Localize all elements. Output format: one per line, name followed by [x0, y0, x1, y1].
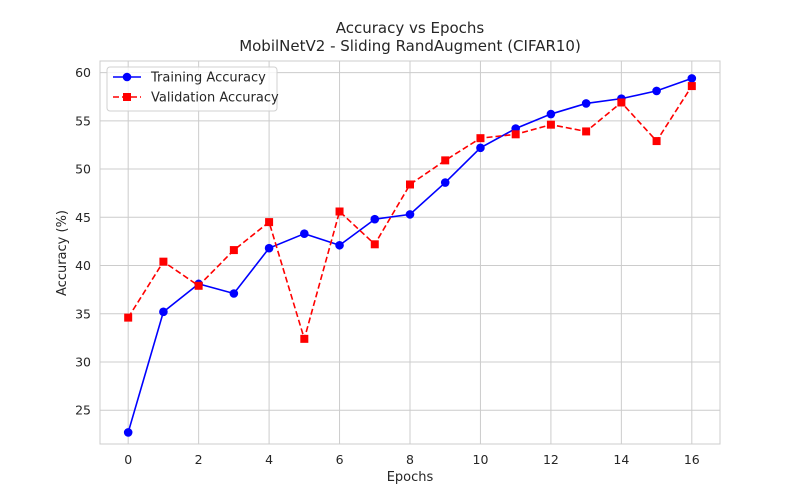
y-tick-label: 25 [75, 403, 91, 418]
data-point [511, 130, 520, 139]
data-point [123, 428, 133, 437]
x-tick-label: 10 [473, 452, 489, 467]
data-point [264, 243, 274, 253]
x-tick-label: 6 [336, 452, 344, 467]
x-tick-label: 4 [265, 452, 273, 467]
data-point [582, 127, 591, 136]
data-point [476, 143, 485, 153]
legend-box [106, 66, 278, 112]
y-tick-label: 60 [75, 65, 91, 80]
data-point [300, 334, 309, 343]
data-point [440, 178, 450, 187]
data-point [441, 156, 450, 165]
data-point [370, 214, 380, 224]
data-point [687, 82, 696, 91]
grid-lines [100, 61, 720, 444]
data-point [546, 120, 555, 129]
data-point [652, 86, 661, 96]
y-tick-label: 35 [75, 306, 91, 321]
data-point [300, 229, 309, 238]
y-tick-label: 55 [75, 113, 91, 128]
data-point [229, 289, 239, 298]
data-point [159, 307, 168, 317]
x-tick-label: 8 [406, 452, 414, 467]
data-point [159, 257, 168, 266]
chart-subtitle: MobilNetV2 - Sliding RandAugment (CIFAR1… [239, 37, 581, 55]
data-point [406, 180, 414, 189]
data-point [265, 218, 274, 227]
legend: Training Accuracy Validation Accuracy [106, 66, 279, 112]
legend-entry: Validation Accuracy [113, 91, 279, 106]
data-point [546, 109, 556, 119]
data-point [194, 281, 203, 290]
data-point [335, 207, 344, 216]
y-tick-label: 40 [75, 258, 91, 273]
chart-title: Accuracy vs Epochs [336, 19, 485, 37]
y-axis-label: Accuracy (%) [55, 210, 70, 296]
legend-entry: Training Accuracy [113, 71, 266, 86]
x-tick-labels: 0 2 4 6 8 10 12 14 16 [124, 452, 700, 467]
x-tick-label: 2 [195, 452, 203, 467]
x-tick-label: 12 [543, 452, 559, 467]
legend-label: Training Accuracy [150, 71, 266, 86]
data-point [687, 74, 697, 83]
legend-marker [122, 72, 132, 82]
data-point [476, 134, 485, 143]
x-axis-label: Epochs [387, 470, 434, 485]
y-tick-label: 45 [75, 210, 91, 225]
data-point [124, 313, 133, 322]
data-point [617, 98, 626, 107]
data-point [335, 240, 344, 250]
data-point [229, 246, 238, 255]
y-tick-label: 30 [75, 354, 91, 369]
legend-label: Validation Accuracy [151, 91, 279, 106]
y-tick-labels: 25 30 35 40 45 50 55 60 [75, 65, 91, 418]
data-point [370, 240, 379, 249]
data-point [652, 137, 661, 146]
series-layer [123, 74, 697, 437]
y-tick-label: 50 [75, 162, 91, 177]
x-tick-label: 16 [684, 452, 700, 467]
series-1 [124, 82, 696, 343]
data-point [405, 210, 415, 219]
x-tick-label: 14 [613, 452, 629, 467]
legend-marker [123, 93, 131, 101]
data-point [581, 99, 591, 108]
x-tick-label: 0 [124, 452, 132, 467]
